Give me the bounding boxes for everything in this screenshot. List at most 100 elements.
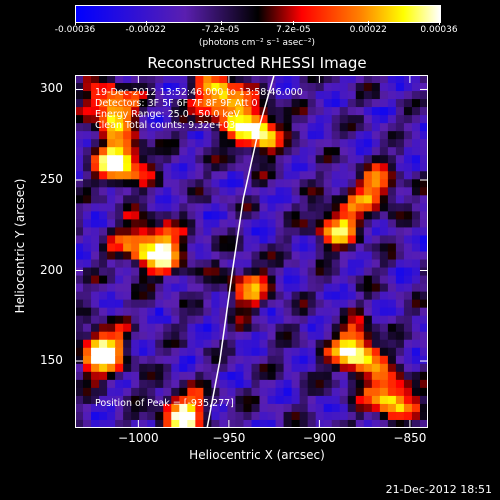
heatmap-cell	[163, 179, 172, 188]
heatmap-cell	[131, 91, 140, 100]
heatmap-cell	[243, 395, 253, 405]
heatmap-cell	[107, 75, 116, 84]
heatmap-cell	[227, 219, 237, 229]
heatmap-cell	[75, 211, 84, 221]
heatmap-cell	[283, 123, 293, 132]
heatmap-cell	[171, 339, 180, 349]
heatmap-cell	[419, 403, 428, 413]
heatmap-cell	[259, 283, 269, 293]
x-tick-label: −1000	[118, 431, 159, 445]
heatmap-cell	[267, 275, 277, 285]
heatmap-cell	[171, 387, 180, 397]
heatmap-cell	[179, 307, 188, 317]
heatmap-cell	[211, 339, 221, 349]
heatmap-cell	[91, 395, 100, 405]
heatmap-cell	[171, 243, 180, 253]
heatmap-cell	[283, 83, 293, 92]
heatmap-cell	[315, 411, 325, 421]
heatmap-cell	[163, 387, 172, 397]
heatmap-cell	[203, 163, 212, 172]
heatmap-cell	[371, 267, 381, 277]
heatmap-cell	[299, 115, 309, 124]
heatmap-cell	[131, 283, 140, 293]
heatmap-cell	[139, 195, 148, 204]
heatmap-cell	[123, 379, 132, 389]
heatmap-cell	[251, 75, 261, 84]
heatmap-cell	[283, 251, 293, 261]
heatmap-cell	[411, 387, 421, 397]
heatmap-cell	[379, 243, 389, 253]
heatmap-cell	[307, 371, 317, 381]
heatmap-cell	[299, 163, 309, 172]
heatmap-cell	[75, 179, 84, 188]
heatmap-cell	[291, 211, 301, 221]
heatmap-cell	[187, 339, 196, 349]
heatmap-cell	[355, 123, 365, 132]
heatmap-cell	[411, 419, 421, 428]
heatmap-cell	[187, 259, 196, 269]
heatmap-cell	[91, 371, 100, 381]
heatmap-cell	[147, 115, 156, 124]
heatmap-cell	[411, 155, 421, 164]
heatmap-cell	[347, 83, 357, 92]
heatmap-cell	[179, 275, 188, 285]
heatmap-cell	[171, 379, 180, 389]
heatmap-cell	[411, 243, 421, 253]
heatmap-cell	[163, 139, 172, 148]
heatmap-cell	[187, 139, 196, 148]
heatmap-cell	[347, 267, 357, 277]
heatmap-cell	[419, 371, 428, 381]
heatmap-cell	[331, 123, 341, 132]
heatmap-cell	[363, 243, 373, 253]
heatmap-cell	[315, 347, 325, 357]
heatmap-cell	[83, 355, 92, 365]
heatmap-cell	[83, 75, 92, 84]
heatmap-cell	[275, 395, 285, 405]
heatmap-cell	[387, 315, 397, 325]
heatmap-cell	[371, 211, 381, 221]
heatmap-cell	[307, 99, 317, 108]
heatmap-cell	[355, 331, 365, 341]
heatmap-cell	[107, 387, 116, 397]
heatmap-cell	[387, 323, 397, 333]
heatmap-cell	[291, 187, 301, 196]
heatmap-cell	[395, 323, 405, 333]
heatmap-cell	[91, 187, 100, 196]
heatmap-cell	[275, 203, 285, 212]
heatmap-cell	[227, 83, 237, 92]
heatmap-cell	[299, 323, 309, 333]
heatmap-cell	[115, 131, 124, 140]
y-tick-label: 300	[40, 81, 63, 96]
heatmap-cell	[307, 131, 317, 140]
heatmap-cell	[315, 227, 325, 237]
heatmap-cell	[243, 259, 253, 269]
heatmap-cell	[331, 83, 341, 92]
heatmap-cell	[163, 155, 172, 164]
heatmap-cell	[347, 275, 357, 285]
heatmap-cell	[195, 219, 204, 229]
heatmap-cell	[195, 91, 204, 100]
heatmap-cell	[403, 163, 413, 172]
heatmap-cell	[163, 123, 172, 132]
heatmap-cell	[251, 155, 261, 164]
heatmap-cell	[99, 347, 108, 357]
heatmap-cell	[115, 395, 124, 405]
heatmap-cell	[219, 163, 229, 172]
heatmap-cell	[115, 163, 124, 172]
heatmap-cell	[171, 99, 180, 108]
heatmap-cell	[147, 187, 156, 196]
heatmap-cell	[363, 403, 373, 413]
heatmap-cell	[331, 371, 341, 381]
heatmap-cell	[211, 243, 221, 253]
heatmap-cell	[299, 267, 309, 277]
heatmap-cell	[179, 315, 188, 325]
heatmap-cell	[363, 339, 373, 349]
heatmap-cell	[219, 363, 229, 373]
heatmap-cell	[379, 259, 389, 269]
heatmap-cell	[347, 315, 357, 325]
heatmap-cell	[123, 203, 132, 212]
heatmap-cell	[259, 331, 269, 341]
heatmap-cell	[187, 147, 196, 156]
heatmap-cell	[83, 139, 92, 148]
heatmap-cell	[395, 235, 405, 245]
